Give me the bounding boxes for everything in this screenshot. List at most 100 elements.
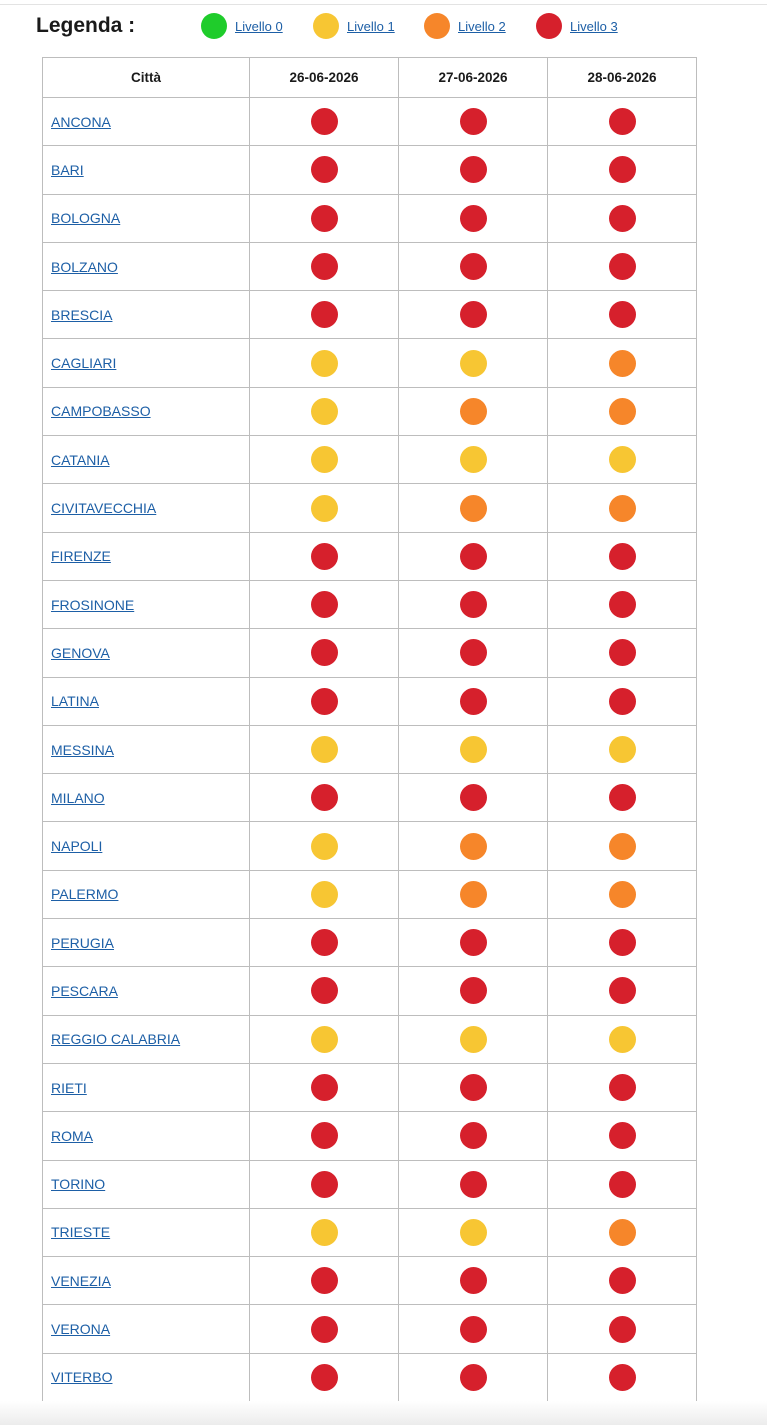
- city-link[interactable]: LATINA: [51, 693, 99, 710]
- level-1-dot-icon: [310, 880, 338, 908]
- table-body: ANCONA BARI BOLOGNA BOLZANO BRESCIA CAGLIARI C…: [42, 96, 697, 1403]
- level-cell: [398, 628, 548, 678]
- level-3-dot-icon: [310, 687, 338, 715]
- city-link[interactable]: RIETI: [51, 1079, 87, 1096]
- city-link[interactable]: CATANIA: [51, 451, 110, 468]
- level-2-dot-icon: [459, 880, 487, 908]
- city-cell: VERONA: [42, 1304, 250, 1354]
- city-link[interactable]: CAGLIARI: [51, 355, 117, 372]
- column-header-date-1: 26-06-2026: [249, 57, 399, 98]
- level-3-dot-icon: [459, 204, 487, 232]
- level-3-dot-icon: [310, 253, 338, 281]
- level-cell: [398, 773, 548, 823]
- city-link[interactable]: PESCARA: [51, 982, 118, 999]
- level-cell: [249, 96, 399, 147]
- level-3-dot-icon: [310, 108, 338, 136]
- level-1-dot-icon: [310, 736, 338, 763]
- level-cell: [547, 918, 697, 968]
- city-cell: REGGIO CALABRIA: [42, 1014, 250, 1064]
- city-link[interactable]: BARI: [51, 161, 84, 178]
- city-link[interactable]: CAMPOBASSO: [51, 403, 151, 420]
- table-row: PERUGIA: [42, 918, 697, 968]
- city-link[interactable]: BRESCIA: [51, 306, 113, 323]
- legend-item-livello-3[interactable]: Livello 3: [536, 12, 618, 40]
- level-cell: [398, 676, 548, 726]
- level-1-dot-icon: [310, 397, 338, 425]
- level-3-dot-icon: [608, 204, 636, 232]
- legend-item-livello-2[interactable]: Livello 2: [424, 12, 506, 40]
- city-link[interactable]: MESSINA: [51, 741, 115, 758]
- city-link[interactable]: REGGIO CALABRIA: [51, 1031, 181, 1048]
- level-cell: [547, 483, 697, 533]
- city-link[interactable]: GENOVA: [51, 644, 110, 661]
- level-1-dot-icon: [310, 832, 338, 860]
- level-cell: [249, 338, 399, 388]
- city-link[interactable]: MILANO: [51, 789, 105, 806]
- level-cell: [547, 241, 697, 292]
- level-cell: [249, 241, 399, 292]
- level-1-dot-icon: [310, 349, 338, 377]
- level-3-dot-icon: [459, 108, 487, 136]
- level-3-dot-icon: [310, 156, 338, 184]
- city-link[interactable]: PERUGIA: [51, 934, 115, 951]
- yellow-dot-icon: [313, 13, 339, 39]
- table-row: CAMPOBASSO: [42, 386, 697, 437]
- legend-label: Livello 1: [347, 18, 395, 34]
- city-link[interactable]: FROSINONE: [51, 596, 135, 613]
- city-cell: BARI: [42, 145, 250, 195]
- city-link[interactable]: VERONA: [51, 1321, 111, 1338]
- legend-item-livello-1[interactable]: Livello 1: [313, 12, 395, 40]
- level-3-dot-icon: [459, 542, 487, 570]
- city-link[interactable]: BOLZANO: [51, 258, 118, 275]
- level-cell: [249, 676, 399, 726]
- level-cell: [398, 145, 548, 195]
- city-cell: CATANIA: [42, 435, 250, 485]
- level-cell: [547, 193, 697, 243]
- level-cell: [398, 193, 548, 243]
- level-cell: [547, 869, 697, 920]
- level-cell: [249, 1352, 399, 1403]
- city-link[interactable]: VITERBO: [51, 1369, 113, 1386]
- level-3-dot-icon: [459, 253, 487, 281]
- city-link[interactable]: VENEZIA: [51, 1272, 111, 1289]
- table-row: BOLOGNA: [42, 193, 697, 243]
- legend-item-livello-0[interactable]: Livello 0: [201, 12, 283, 40]
- level-cell: [398, 531, 548, 581]
- level-cell: [547, 579, 697, 630]
- city-link[interactable]: FIRENZE: [51, 548, 111, 565]
- level-3-dot-icon: [310, 591, 338, 619]
- city-cell: FROSINONE: [42, 579, 250, 630]
- level-cell: [547, 1111, 697, 1161]
- city-link[interactable]: TRIESTE: [51, 1224, 111, 1241]
- table-row: GENOVA: [42, 628, 697, 678]
- city-cell: TORINO: [42, 1159, 250, 1209]
- level-3-dot-icon: [459, 156, 487, 184]
- city-link[interactable]: TORINO: [51, 1176, 106, 1193]
- level-3-dot-icon: [459, 977, 487, 1005]
- city-link[interactable]: NAPOLI: [51, 838, 103, 855]
- city-cell: PALERMO: [42, 869, 250, 920]
- level-cell: [249, 1159, 399, 1209]
- table-row: VITERBO: [42, 1352, 697, 1403]
- level-3-dot-icon: [310, 1170, 338, 1198]
- level-cell: [249, 628, 399, 678]
- city-link[interactable]: CIVITAVECCHIA: [51, 500, 157, 517]
- table-header-row: Città 26-06-2026 27-06-2026 28-06-2026: [42, 57, 697, 98]
- bottom-shade: [0, 1401, 767, 1425]
- table-row: VENEZIA: [42, 1256, 697, 1306]
- level-cell: [249, 1207, 399, 1258]
- level-3-dot-icon: [310, 929, 338, 957]
- level-3-dot-icon: [459, 1315, 487, 1343]
- table-row: TORINO: [42, 1159, 697, 1209]
- level-cell: [249, 386, 399, 437]
- level-cell: [249, 193, 399, 243]
- city-link[interactable]: ANCONA: [51, 113, 111, 130]
- table-row: CATANIA: [42, 435, 697, 485]
- city-link[interactable]: BOLOGNA: [51, 210, 121, 227]
- city-link[interactable]: PALERMO: [51, 886, 119, 903]
- level-2-dot-icon: [608, 494, 636, 522]
- level-cell: [398, 1207, 548, 1258]
- city-link[interactable]: ROMA: [51, 1127, 93, 1144]
- level-cell: [398, 1111, 548, 1161]
- level-3-dot-icon: [310, 1267, 338, 1295]
